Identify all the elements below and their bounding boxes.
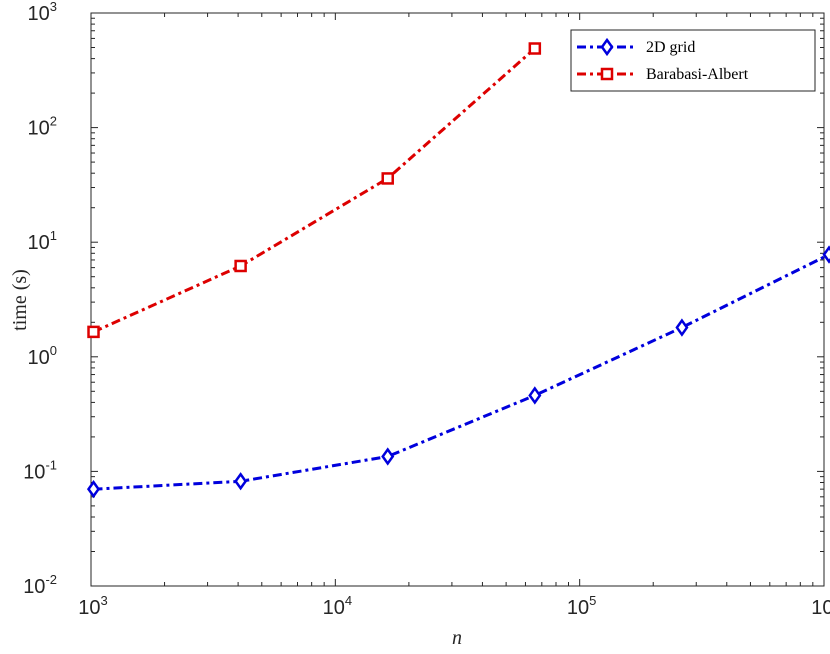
legend: 2D grid Barabasi-Albert xyxy=(570,29,816,92)
legend-label-1: 2D grid xyxy=(646,39,695,56)
series-2-point xyxy=(381,172,394,185)
x-tick-label: 104 xyxy=(323,593,352,619)
series-layer xyxy=(86,42,830,499)
series-1-point xyxy=(381,447,395,466)
legend-diamond-icon xyxy=(600,37,614,57)
plot-area xyxy=(90,12,825,587)
y-tick-label-exponent: 3 xyxy=(50,0,57,14)
series-2-point xyxy=(528,42,542,55)
series-2-point xyxy=(234,259,247,273)
y-tick-label-base: 10 xyxy=(28,347,50,369)
y-tick-label-base: 10 xyxy=(28,3,50,25)
x-tick-label-base: 10 xyxy=(78,597,100,619)
x-axis-label: n xyxy=(452,627,462,649)
series-line-2 xyxy=(92,47,536,334)
y-axis-label: time (s) xyxy=(9,269,31,331)
y-tick-label-base: 10 xyxy=(28,232,50,254)
y-tick-label: 101 xyxy=(28,228,57,254)
x-tick-label-exponent: 4 xyxy=(345,593,352,608)
y-tick-label-base: 10 xyxy=(23,576,45,598)
x-tick-label-exponent: 5 xyxy=(589,593,596,608)
x-tick-label-base: 10 xyxy=(811,597,830,619)
series-line-1 xyxy=(93,253,830,491)
y-tick-label-exponent: -1 xyxy=(45,457,57,472)
y-tick-label: 100 xyxy=(28,343,57,369)
y-tick-label: 103 xyxy=(28,0,57,25)
legend-label-2: Barabasi-Albert xyxy=(646,66,749,83)
series-1-point xyxy=(234,472,248,491)
y-tick-label-base: 10 xyxy=(28,118,50,140)
y-tick-label: 10-1 xyxy=(23,457,57,483)
legend-box xyxy=(570,29,816,92)
x-tick-label-base: 10 xyxy=(567,597,589,619)
series-2-point xyxy=(87,325,100,339)
y-tick-label: 10-2 xyxy=(23,572,57,598)
y-tick-label-exponent: -2 xyxy=(45,572,57,587)
x-tick-label: 106 xyxy=(811,593,830,619)
legend-square-icon xyxy=(600,67,614,81)
y-tick-label-exponent: 2 xyxy=(50,114,57,129)
y-tick-label-exponent: 1 xyxy=(50,228,57,243)
x-tick-label-exponent: 3 xyxy=(101,593,108,608)
y-tick-label: 102 xyxy=(28,114,57,140)
y-tick-label-exponent: 0 xyxy=(50,343,57,358)
y-tick-label-base: 10 xyxy=(23,461,45,483)
series-1-point xyxy=(528,386,542,405)
x-tick-label-base: 10 xyxy=(323,597,345,619)
x-tick-label: 105 xyxy=(567,593,596,619)
series-1-point xyxy=(822,245,830,264)
x-tick-label: 103 xyxy=(78,593,107,619)
series-1-point xyxy=(86,480,101,499)
series-1-point xyxy=(675,318,689,337)
